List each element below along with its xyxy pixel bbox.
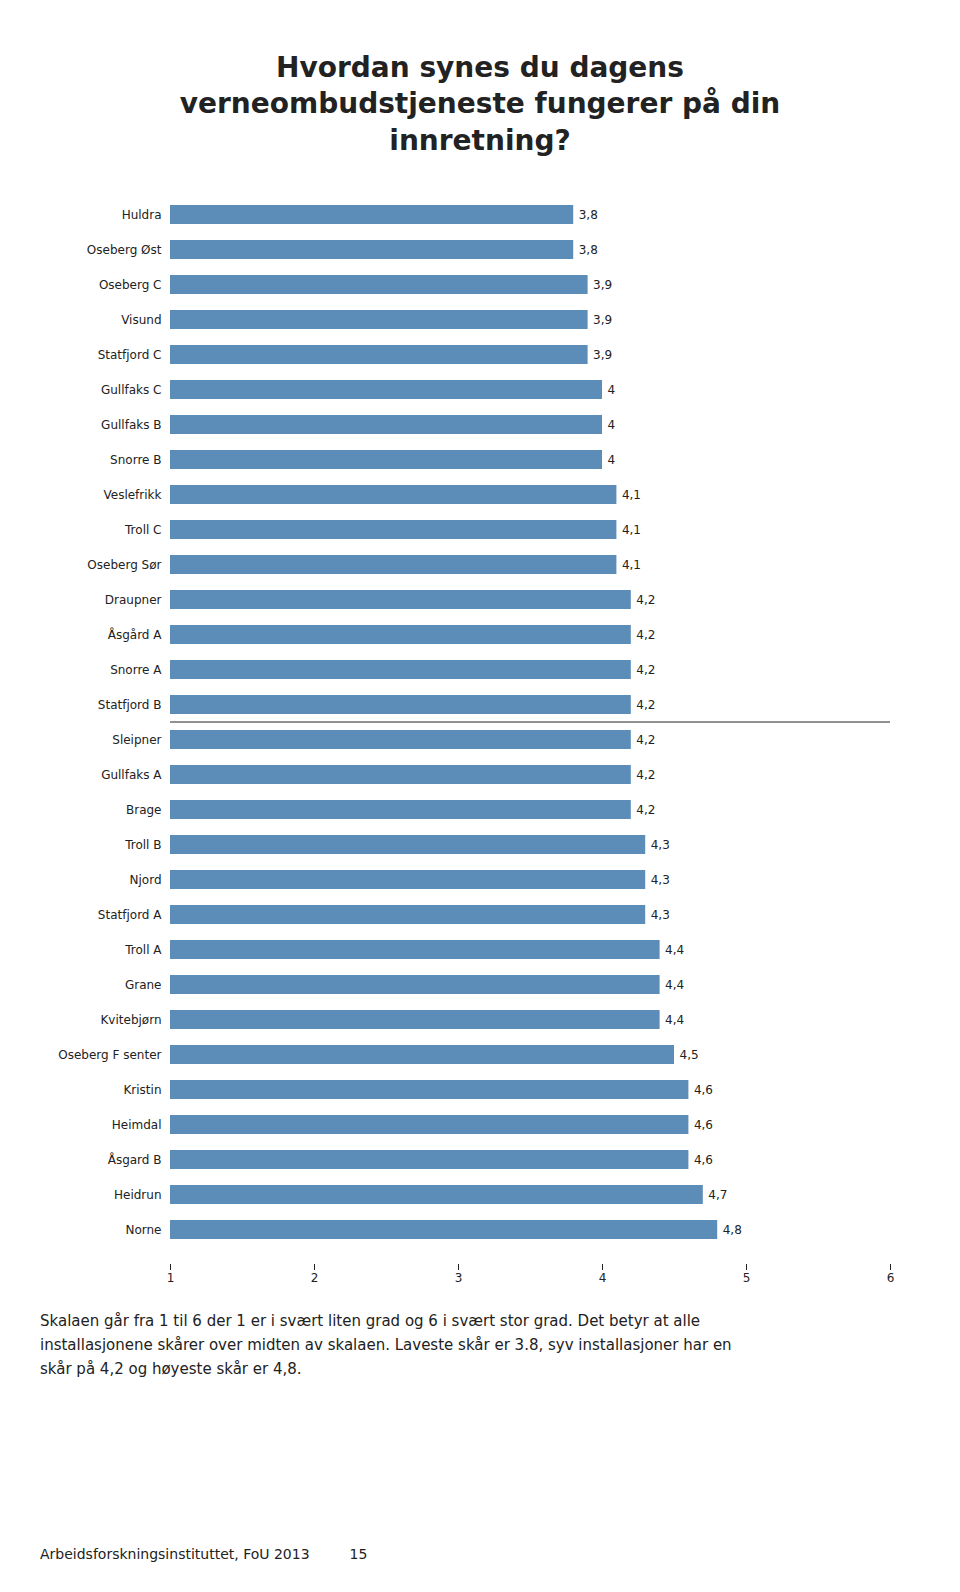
svg-text:Huldra: Huldra bbox=[122, 208, 162, 222]
html-text:Arbeidsforskningsinstituttet,: Arbeidsforskningsinstituttet, FoU 2013 bbox=[40, 1546, 310, 1562]
svg-text:Visund: Visund bbox=[121, 313, 161, 327]
svg-text:4,6: 4,6 bbox=[694, 1083, 713, 1097]
svg-text:Gullfaks C: Gullfaks C bbox=[101, 383, 162, 397]
svg-text:4,8: 4,8 bbox=[723, 1223, 742, 1237]
svg-text:Oseberg Øst: Oseberg Øst bbox=[87, 243, 162, 257]
svg-text:3: 3 bbox=[455, 1271, 463, 1285]
svg-text:4,2: 4,2 bbox=[636, 628, 655, 642]
svg-text:Statfjord C: Statfjord C bbox=[98, 348, 162, 362]
svg-text:4,3: 4,3 bbox=[651, 838, 670, 852]
svg-text:4,4: 4,4 bbox=[665, 943, 684, 957]
svg-text:4,5: 4,5 bbox=[680, 1048, 699, 1062]
svg-text:Kvitebjørn: Kvitebjørn bbox=[100, 1013, 161, 1027]
svg-text:Heidrun: Heidrun bbox=[114, 1188, 162, 1202]
svg-text:Snorre B: Snorre B bbox=[110, 453, 161, 467]
svg-text:4: 4 bbox=[608, 383, 616, 397]
svg-text:4,1: 4,1 bbox=[622, 558, 641, 572]
svg-text:Sleipner: Sleipner bbox=[112, 733, 161, 747]
svg-text:Njord: Njord bbox=[130, 873, 162, 887]
svg-text:Troll A: Troll A bbox=[124, 943, 162, 957]
svg-text:Gullfaks A: Gullfaks A bbox=[101, 768, 162, 782]
svg-text:Grane: Grane bbox=[125, 978, 162, 992]
svg-text:4,7: 4,7 bbox=[708, 1188, 727, 1202]
svg-text:4,2: 4,2 bbox=[636, 663, 655, 677]
svg-text:4,1: 4,1 bbox=[622, 523, 641, 537]
svg-text:Snorre A: Snorre A bbox=[110, 663, 162, 677]
svg-text:Åsgard B: Åsgard B bbox=[108, 1152, 162, 1167]
svg-text:4,6: 4,6 bbox=[694, 1153, 713, 1167]
svg-text:4,1: 4,1 bbox=[622, 488, 641, 502]
svg-text:4,2: 4,2 bbox=[636, 593, 655, 607]
svg-text:3,9: 3,9 bbox=[593, 278, 612, 292]
svg-text:2: 2 bbox=[311, 1271, 319, 1285]
html-text:Skalaen går fra 1 til 6 der 1: Skalaen går fra 1 til 6 der 1 er i svært… bbox=[40, 1312, 732, 1379]
svg-text:Brage: Brage bbox=[126, 803, 162, 817]
svg-text:3,8: 3,8 bbox=[579, 208, 598, 222]
svg-text:4: 4 bbox=[608, 418, 616, 432]
svg-text:Oseberg C: Oseberg C bbox=[99, 278, 162, 292]
svg-text:Oseberg F senter: Oseberg F senter bbox=[58, 1048, 161, 1062]
html-text:15: 15 bbox=[349, 1546, 368, 1562]
svg-text:4,2: 4,2 bbox=[636, 733, 655, 747]
svg-text:4,3: 4,3 bbox=[651, 908, 670, 922]
svg-text:4: 4 bbox=[599, 1271, 607, 1285]
svg-text:4,4: 4,4 bbox=[665, 1013, 684, 1027]
svg-text:1: 1 bbox=[167, 1271, 175, 1285]
svg-text:Statfjord A: Statfjord A bbox=[98, 908, 162, 922]
svg-text:4,4: 4,4 bbox=[665, 978, 684, 992]
svg-text:4: 4 bbox=[608, 453, 616, 467]
svg-text:Norne: Norne bbox=[125, 1223, 161, 1237]
svg-text:Heimdal: Heimdal bbox=[112, 1118, 162, 1132]
svg-text:4,2: 4,2 bbox=[636, 803, 655, 817]
svg-text:4,3: 4,3 bbox=[651, 873, 670, 887]
svg-text:3,9: 3,9 bbox=[593, 313, 612, 327]
svg-text:5: 5 bbox=[743, 1271, 751, 1285]
svg-text:3,9: 3,9 bbox=[593, 348, 612, 362]
svg-text:3,8: 3,8 bbox=[579, 243, 598, 257]
svg-text:Oseberg Sør: Oseberg Sør bbox=[87, 558, 161, 572]
svg-text:Veslefrikk: Veslefrikk bbox=[103, 488, 161, 502]
html-text:Hvordan synes du dagens verneo: Hvordan synes du dagens verneombudstjene… bbox=[179, 51, 781, 157]
svg-text:4,2: 4,2 bbox=[636, 698, 655, 712]
svg-text:Statfjord B: Statfjord B bbox=[98, 698, 162, 712]
svg-text:Draupner: Draupner bbox=[105, 593, 162, 607]
svg-text:4,6: 4,6 bbox=[694, 1118, 713, 1132]
svg-text:Troll C: Troll C bbox=[124, 523, 161, 537]
svg-text:4,2: 4,2 bbox=[636, 768, 655, 782]
svg-text:Gullfaks B: Gullfaks B bbox=[101, 418, 161, 432]
svg-text:Kristin: Kristin bbox=[123, 1083, 161, 1097]
svg-text:Åsgård A: Åsgård A bbox=[108, 627, 163, 642]
svg-text:Troll B: Troll B bbox=[124, 838, 161, 852]
svg-text:6: 6 bbox=[887, 1271, 895, 1285]
